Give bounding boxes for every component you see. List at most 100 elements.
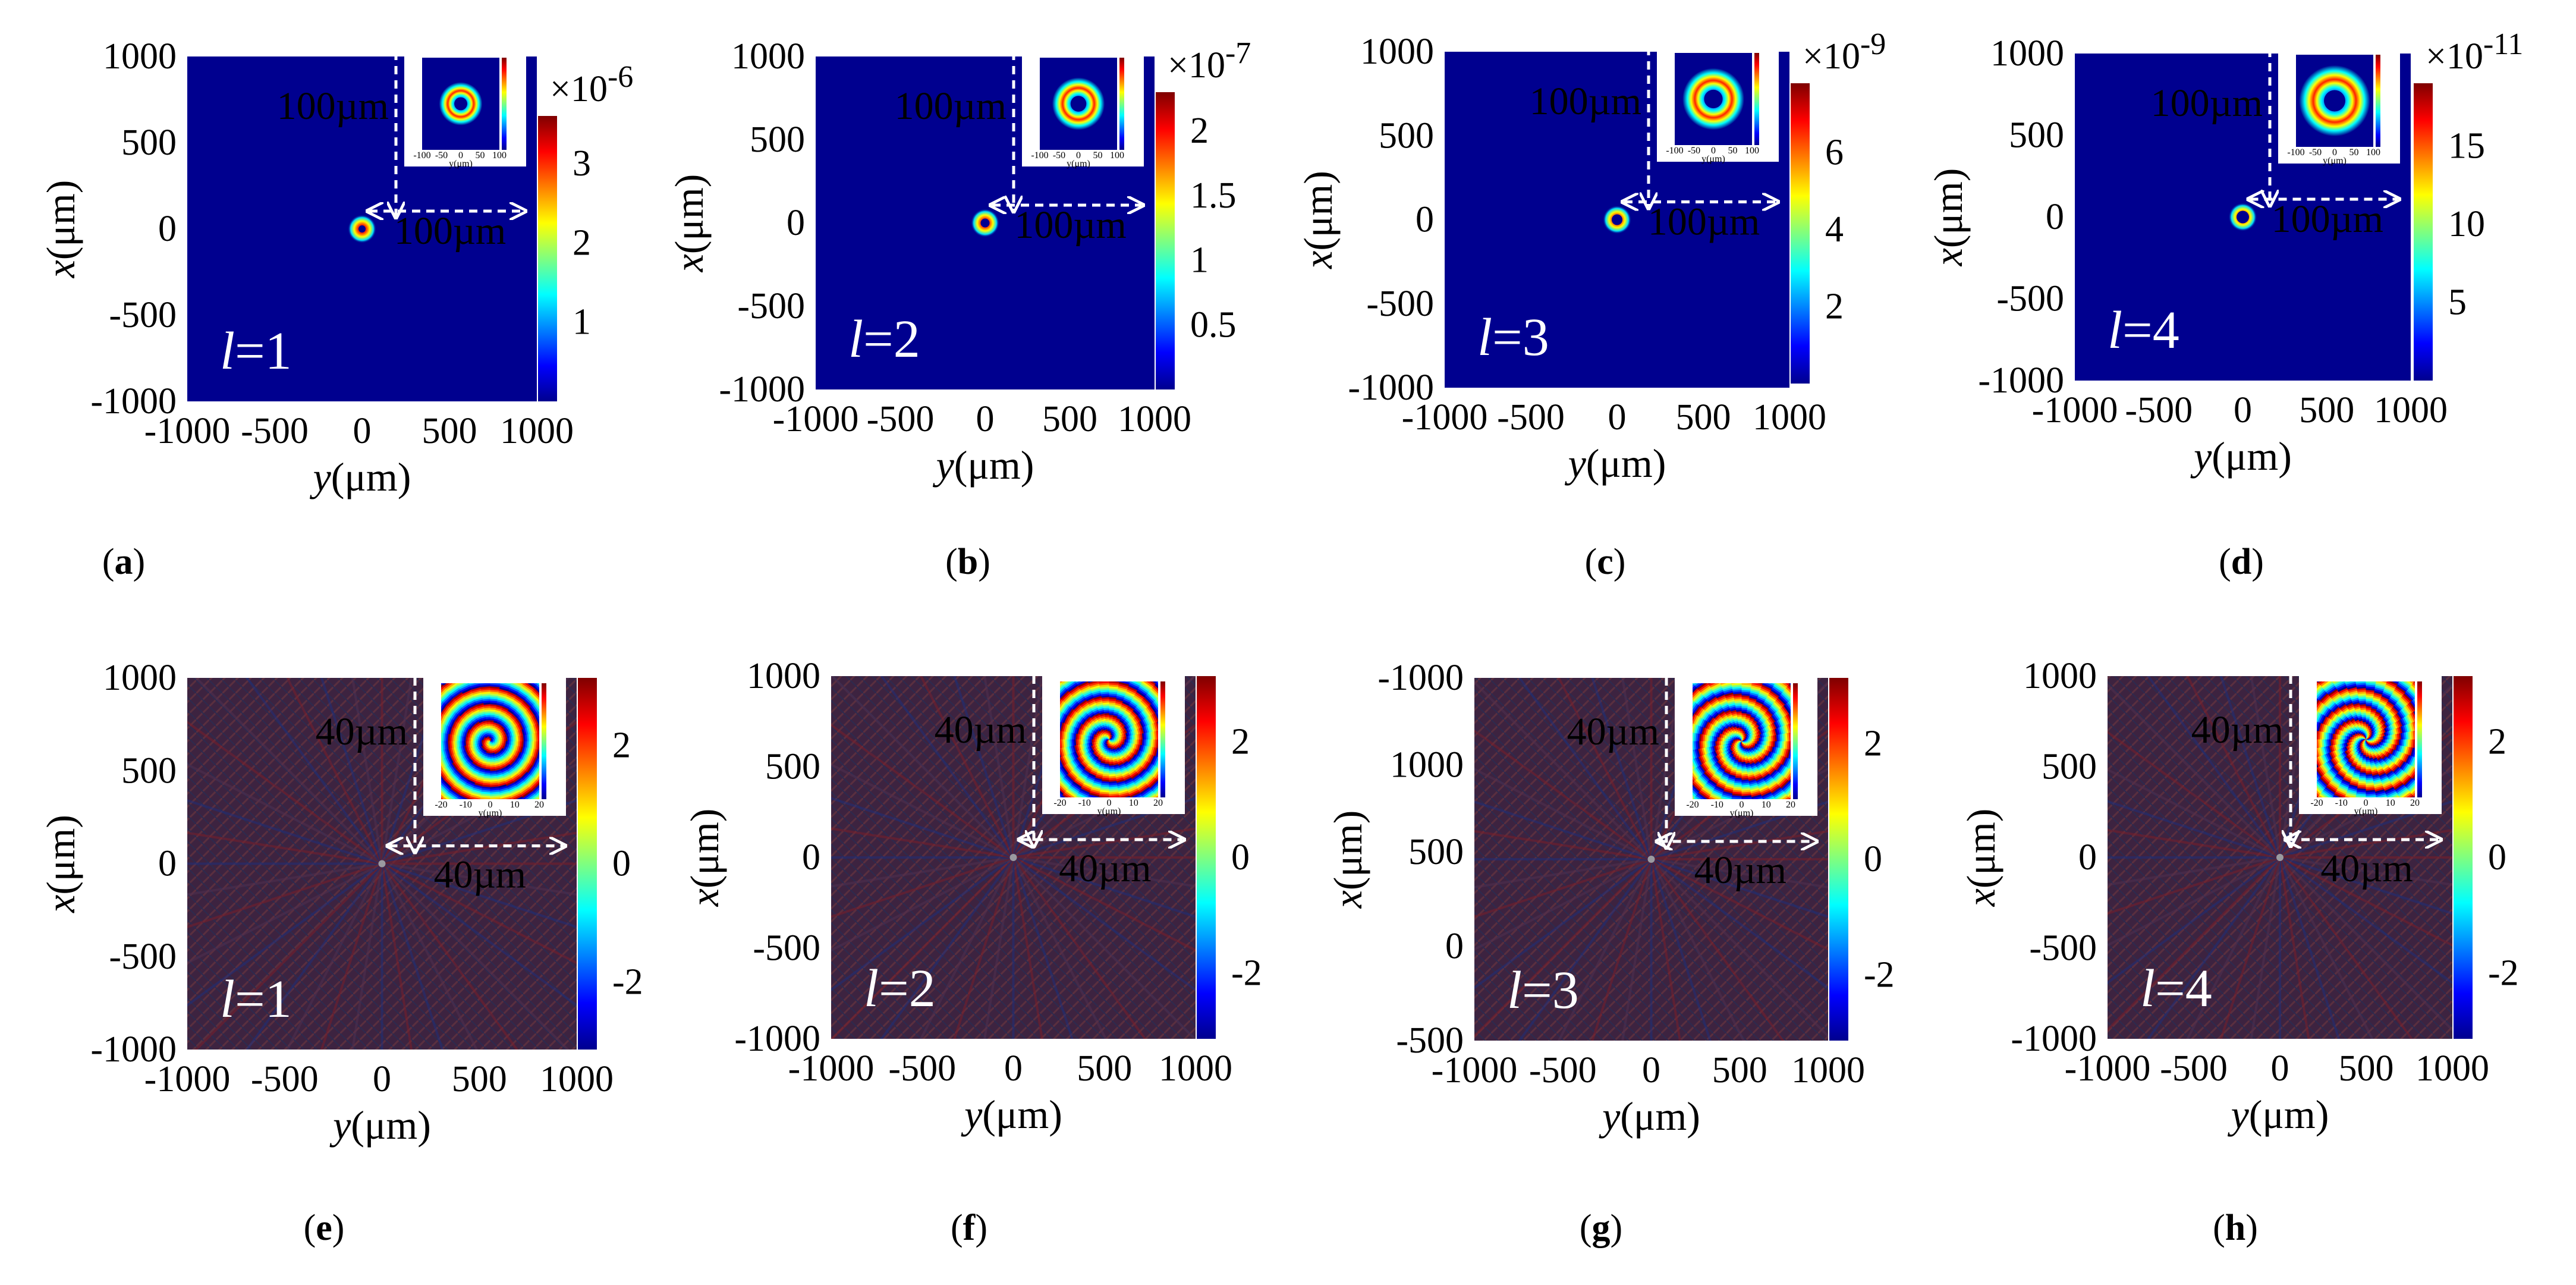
phase-streak <box>1474 800 1652 860</box>
y-tick-label: 1000 <box>1990 33 2064 74</box>
colorbar-tick-label: 2 <box>612 725 631 765</box>
y-tick-label: 0 <box>158 844 177 884</box>
inset-tick-label: -10 <box>460 800 472 810</box>
phase-streak <box>919 676 1015 858</box>
y-tick-label: -1000 <box>1348 367 1434 408</box>
colorbar-exponent: ×10-11 <box>2426 27 2523 77</box>
colorbar-tick-label: 10 <box>2448 204 2485 244</box>
spiral-segment <box>490 740 492 742</box>
x-axis-label: y(μm) <box>310 454 411 499</box>
y-axis-unit: (μm) <box>666 174 712 255</box>
inset-tick-label: 0 <box>458 150 463 161</box>
inset-tick-label: 0 <box>1711 146 1716 156</box>
x-axis-unit: (μm) <box>351 1102 431 1148</box>
colorbar <box>538 116 557 401</box>
x-tick-label: 1000 <box>2374 390 2448 431</box>
spiral-segment <box>490 741 492 743</box>
spiral-segment <box>489 740 490 742</box>
colorbar-exponent-base: ×10 <box>550 69 608 109</box>
spiral-segment <box>490 740 492 742</box>
y-axis-label: x(μm) <box>38 180 83 279</box>
spiral-segment <box>1108 738 1109 740</box>
x-tick-label: 1000 <box>1753 397 1826 438</box>
singularity-point <box>1647 856 1655 863</box>
spiral-segment <box>1109 738 1110 740</box>
vertical-scale-label: 100µm <box>2151 81 2263 125</box>
horizontal-scale-label: 100µm <box>1014 203 1126 247</box>
y-tick-label: -500 <box>753 928 820 969</box>
x-tick-label: -1000 <box>788 1048 875 1089</box>
y-tick-label: 0 <box>1416 200 1434 240</box>
x-axis-var: y <box>310 454 332 499</box>
y-tick-label: -500 <box>1366 284 1434 324</box>
spiral-segment <box>489 740 490 742</box>
spiral-segment <box>1109 739 1111 740</box>
horizontal-scale-label: 100µm <box>1648 200 1760 244</box>
phase-streak <box>1621 678 1653 860</box>
x-tick-label: 0 <box>373 1059 391 1099</box>
spiral-segment <box>489 741 490 743</box>
mode-label-l: l <box>2108 301 2122 360</box>
inset-tick-label: 20 <box>534 800 544 810</box>
inset-tick-label: 100 <box>1110 150 1124 161</box>
mode-label: l=2 <box>848 310 920 369</box>
mode-label-l: l <box>848 310 863 369</box>
mode-label-l: l <box>220 322 235 381</box>
y-axis-unit: (μm) <box>1926 168 1971 249</box>
x-tick-label: 0 <box>2234 390 2252 431</box>
mode-label-l: l <box>864 959 879 1018</box>
x-tick-label: -500 <box>251 1059 319 1099</box>
vertical-scale-label: 100µm <box>277 84 389 128</box>
phase-streak <box>351 678 383 864</box>
colorbar-tick-label: 2 <box>1825 287 1844 327</box>
inset-xlabel: y(μm) <box>1067 159 1090 169</box>
phase-streak <box>880 676 1015 859</box>
spiral-segment <box>1109 738 1110 740</box>
x-axis-var: y <box>1565 441 1587 486</box>
vortex-beam-core <box>1612 214 1622 225</box>
inset: -20 -10 0 10 20y(μm) <box>423 676 566 818</box>
panel-label-close: ) <box>978 542 990 582</box>
phase-streak <box>1474 768 1652 860</box>
inset-tick-label: -20 <box>435 800 447 810</box>
y-tick-label: 500 <box>765 747 820 787</box>
spiral-pattern <box>441 683 539 799</box>
phase-streak <box>380 863 413 1050</box>
x-tick-label: -1000 <box>773 399 859 439</box>
inset: -20 -10 0 10 20y(μm) <box>1675 676 1817 818</box>
phase-streak <box>1650 858 1785 1041</box>
colorbar <box>1791 83 1810 384</box>
mode-label-value: =1 <box>235 322 292 381</box>
phase-streak <box>1474 858 1652 918</box>
spiral-segment <box>1108 739 1109 741</box>
doughnut-core <box>1704 89 1723 109</box>
phase-streak <box>1474 680 1652 860</box>
inset-tick-label: -50 <box>1688 146 1700 156</box>
spiral-pattern <box>1693 683 1791 799</box>
panel-label-open: ( <box>951 1208 963 1248</box>
phase-streak <box>831 676 1014 859</box>
y-tick-label: 500 <box>121 122 177 163</box>
spiral-segment <box>1108 739 1109 741</box>
x-tick-label: 500 <box>452 1059 507 1099</box>
y-tick-label: -1000 <box>90 381 177 422</box>
vertical-scale-label: 40µm <box>316 710 408 753</box>
spiral-segment <box>490 741 491 743</box>
spiral-segment <box>490 740 491 742</box>
colorbar-exponent-power: -7 <box>1225 36 1251 70</box>
panel-label: (b) <box>945 542 990 582</box>
y-tick-label: -1000 <box>1978 360 2064 401</box>
phase-streaks <box>187 678 577 1050</box>
panel-label-open: ( <box>1585 542 1597 582</box>
colorbar-exponent: ×10-6 <box>550 60 633 109</box>
y-tick-label: 500 <box>750 120 805 160</box>
spiral-segment <box>1109 739 1110 741</box>
x-axis-unit: (μm) <box>982 1092 1062 1137</box>
phase-streak <box>380 863 444 1050</box>
y-axis-label: x(μm) <box>682 809 727 907</box>
